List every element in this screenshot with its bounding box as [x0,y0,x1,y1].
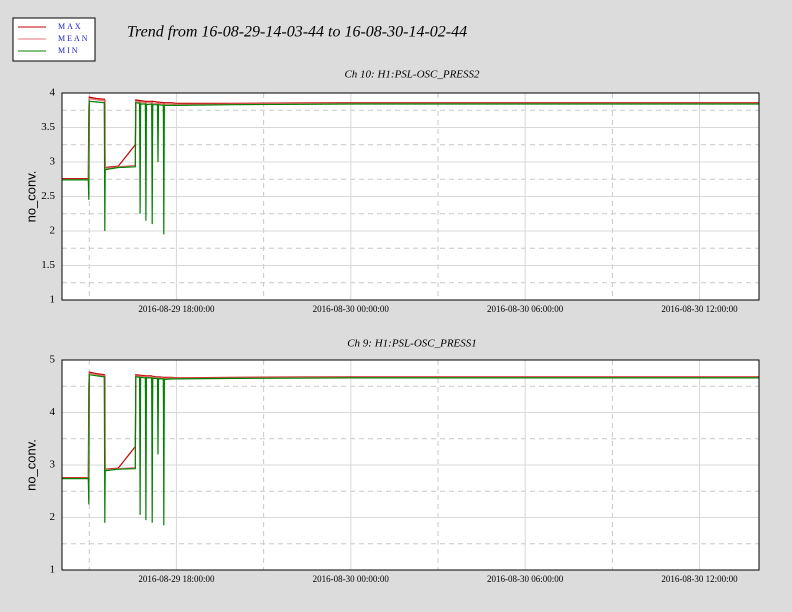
chart-title: Ch 9: H1:PSL-OSC_PRESS1 [347,338,477,350]
series-line [62,100,759,235]
chart-title: Ch 10: H1:PSL-OSC_PRESS2 [344,69,480,81]
legend-label: MAX [58,22,83,31]
y-tick-label: 1.5 [41,259,55,271]
series-line [62,374,759,526]
y-tick-label: 3 [50,156,56,168]
y-tick-label: 2 [50,511,56,523]
x-tick-label: 2016-08-30 00:00:00 [313,304,390,314]
y-tick-label: 4 [50,406,56,418]
y-axis-label: no_conv. [23,439,38,491]
x-tick-label: 2016-08-29 18:00:00 [138,574,215,584]
x-tick-label: 2016-08-30 12:00:00 [661,304,738,314]
y-tick-label: 2.5 [41,190,55,202]
y-tick-label: 1 [50,564,56,576]
y-tick-label: 5 [50,354,56,366]
y-tick-label: 3 [50,459,56,471]
y-axis-label: no_conv. [23,171,38,223]
y-tick-label: 2 [50,225,56,237]
x-tick-label: 2016-08-30 06:00:00 [487,574,564,584]
y-tick-label: 4 [50,87,56,99]
legend-label: MEAN [58,34,90,43]
y-tick-label: 1 [50,294,56,306]
y-tick-label: 3.5 [41,121,55,133]
x-tick-label: 2016-08-29 18:00:00 [138,304,215,314]
x-tick-label: 2016-08-30 06:00:00 [487,304,564,314]
legend-label: MIN [58,46,80,55]
series-line [62,96,759,180]
plot-frame [61,359,760,571]
x-tick-label: 2016-08-30 00:00:00 [313,574,390,584]
plot-frame [61,92,760,301]
x-tick-label: 2016-08-30 12:00:00 [661,574,738,584]
page-title: Trend from 16-08-29-14-03-44 to 16-08-30… [127,24,467,41]
